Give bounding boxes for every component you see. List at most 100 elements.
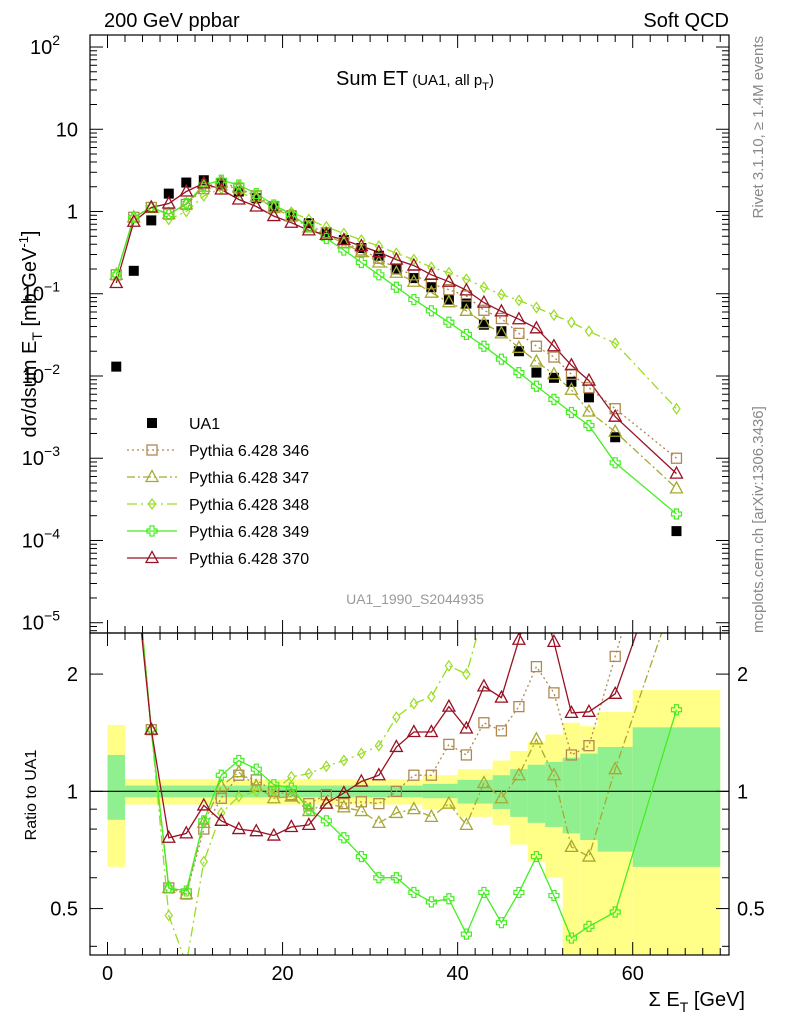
ratio-point-p346 xyxy=(129,532,139,542)
ratio-point-p370 xyxy=(128,550,140,561)
main-point-p347 xyxy=(406,273,421,287)
main-point-p370 xyxy=(249,198,264,212)
ratio-point-p348 xyxy=(392,711,401,724)
data-point xyxy=(181,177,192,188)
data-point xyxy=(548,372,559,383)
main-line-p349 xyxy=(115,179,677,515)
ratio-point-p349 xyxy=(583,920,595,933)
ratio-point-p370 xyxy=(441,698,456,712)
ratio-point-p370 xyxy=(389,739,404,753)
ratio-point-p349 xyxy=(495,917,508,929)
ratio-point-p346 xyxy=(198,823,210,835)
ratio-point-p346 xyxy=(548,687,560,699)
main-point-p370 xyxy=(144,199,159,213)
ratio-point-p348 xyxy=(339,754,349,767)
main-point-p349 xyxy=(303,221,315,233)
main-point-p346 xyxy=(583,382,595,394)
ratio-point-p348 xyxy=(444,659,454,672)
ratio-point-p348 xyxy=(252,785,261,798)
ratio-point-p370 xyxy=(301,817,316,831)
ratio-point-p347 xyxy=(266,790,281,804)
ratio-point-p370 xyxy=(214,812,229,826)
data-point xyxy=(146,215,157,226)
ratio-point-p349 xyxy=(355,850,367,863)
main-point-p349 xyxy=(495,353,508,365)
ratio-point-p348 xyxy=(374,739,384,752)
ratio-point-p370 xyxy=(546,633,562,648)
main-point-p348 xyxy=(444,266,454,279)
main-point-p349 xyxy=(163,208,175,221)
ratio-point-p370 xyxy=(354,773,369,787)
main-point-p347 xyxy=(336,235,351,249)
data-point xyxy=(408,273,419,284)
main-point-p347 xyxy=(529,353,544,367)
main-point-p349 xyxy=(198,179,210,191)
ratio-point-p348 xyxy=(673,211,680,221)
main-point-p347 xyxy=(441,294,456,308)
ratio-point-p348 xyxy=(498,612,505,622)
main-point-p349 xyxy=(390,281,402,293)
main-point-p370 xyxy=(389,251,404,265)
main-point-p347 xyxy=(424,284,439,298)
ratio-point-p348 xyxy=(462,668,471,681)
main-point-p349 xyxy=(478,340,490,352)
ratio-point-p348 xyxy=(304,767,314,780)
ratio-point-p346 xyxy=(478,717,490,729)
ratio-plot: 0.5 0.51 12 20 20 40 60 Ratio to UA1 Σ ET [GeV… xyxy=(23,211,765,1015)
ratio-point-p370 xyxy=(266,827,281,841)
ratio-point-p370 xyxy=(144,721,159,735)
ratio-point-p348 xyxy=(113,352,120,362)
main-plot: 102 10 1 10−1 10−2 10−3 10−4 10−5 Sum ET (UA1, a… xyxy=(16,32,730,635)
ratio-point-p370 xyxy=(231,821,246,835)
data-point xyxy=(531,367,542,378)
main-point-p347 xyxy=(581,403,597,417)
side-text-bottom: mcplots.cern.ch [arXiv:1306.3436] xyxy=(750,406,767,633)
legend-marker-p370 xyxy=(144,550,160,564)
main-point-p349 xyxy=(338,244,350,256)
ratio-point-p347 xyxy=(546,767,562,781)
ratio-point-p370 xyxy=(319,795,334,809)
ratio-point-p349 xyxy=(478,886,490,899)
ratio-point-p346 xyxy=(443,738,455,751)
ratio-band-inner xyxy=(597,746,633,852)
ratio-point-p370 xyxy=(161,829,176,843)
main-point-p348 xyxy=(610,337,620,350)
main-point-p348 xyxy=(182,205,191,218)
legend-label-p370: Pythia 6.428 370 xyxy=(189,551,309,568)
main-point-p370 xyxy=(529,320,544,334)
main-point-p370 xyxy=(354,238,369,252)
ratio-line-p346 xyxy=(141,633,623,895)
main-point-p370 xyxy=(301,222,316,236)
main-point-p346 xyxy=(530,340,543,352)
ratio-point-p370 xyxy=(371,767,386,781)
ratio-point-p348 xyxy=(357,747,366,760)
ratio-point-p348 xyxy=(199,855,209,868)
main-point-p348 xyxy=(584,325,594,338)
ratio-point-p346 xyxy=(111,352,121,362)
main-y-tick-label: 10−1 xyxy=(22,279,60,306)
ratio-point-p347 xyxy=(406,801,421,815)
main-point-p349 xyxy=(443,316,455,328)
ratio-point-p347 xyxy=(354,803,369,817)
ratio-point-p370 xyxy=(459,720,474,734)
main-point-p370 xyxy=(564,357,579,371)
main-point-p348 xyxy=(269,200,279,213)
ratio-point-p349 xyxy=(233,754,245,767)
ratio-point-p370 xyxy=(110,389,122,400)
data-point xyxy=(338,235,349,246)
main-point-p370 xyxy=(214,181,229,195)
main-point-p370 xyxy=(459,282,474,296)
ratio-point-p348 xyxy=(183,959,190,969)
ratio-y-tick-label-right: 0.5 xyxy=(737,899,765,921)
ratio-point-p349 xyxy=(320,815,332,827)
main-plot-frame xyxy=(89,34,730,634)
ratio-point-p346 xyxy=(513,700,525,713)
main-point-p349 xyxy=(233,179,245,191)
main-point-p347 xyxy=(669,480,684,494)
ratio-point-p346 xyxy=(530,660,543,673)
ratio-point-p348 xyxy=(217,806,226,820)
side-text-top: Rivet 3.1.10, ≥ 1.4M events xyxy=(750,36,767,219)
main-point-p349 xyxy=(583,419,595,432)
ratio-point-p346 xyxy=(565,749,578,761)
main-y-tick-label: 10−2 xyxy=(22,361,60,388)
